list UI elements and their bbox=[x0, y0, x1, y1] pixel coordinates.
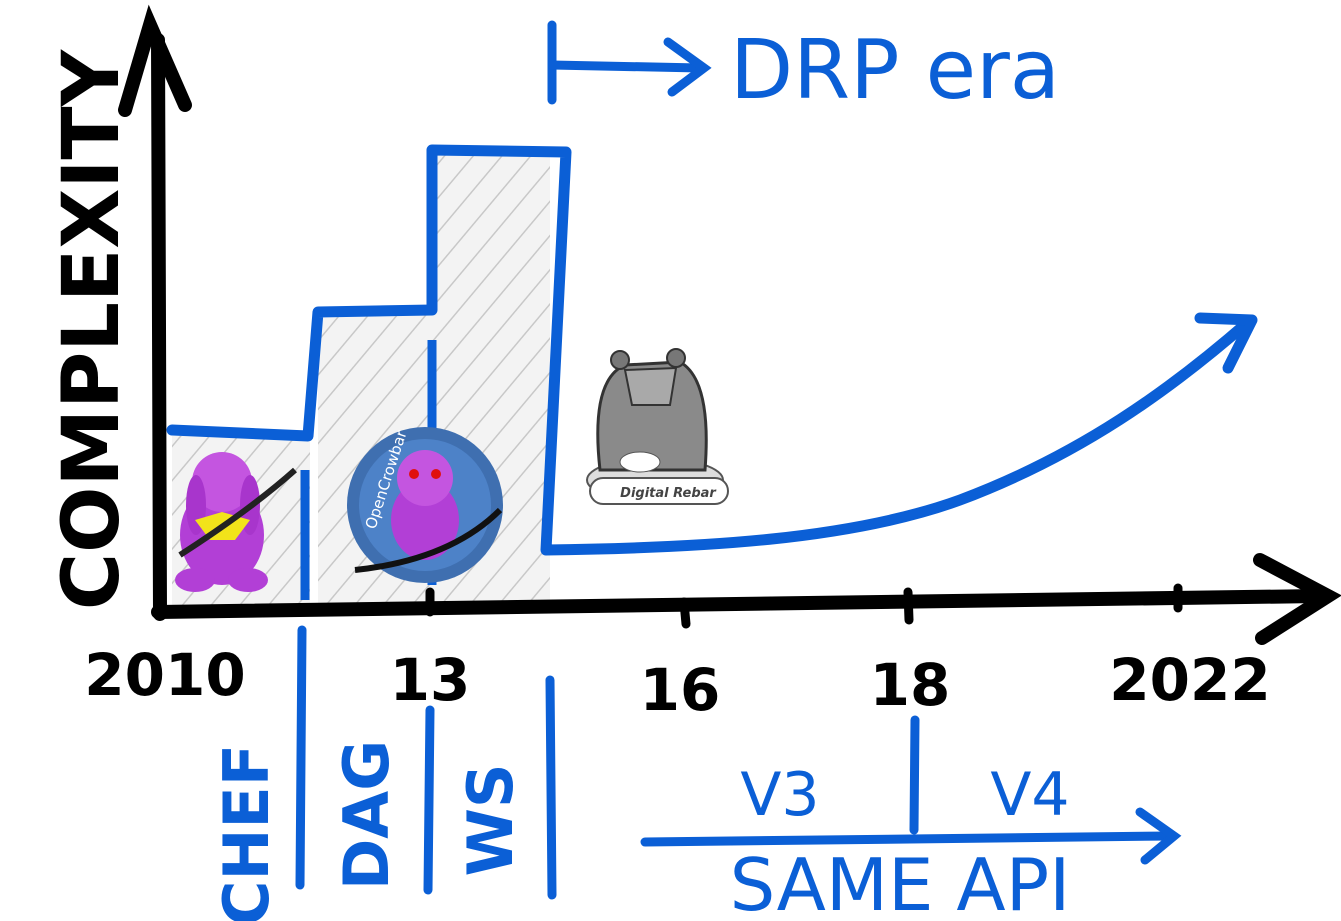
opencrowbar-logo: OpenCrowbar bbox=[347, 427, 503, 583]
complexity-line bbox=[166, 144, 1254, 556]
x-tick-label: 16 bbox=[640, 656, 721, 724]
era-label: DAG bbox=[330, 740, 403, 890]
era-title: DRP era bbox=[730, 23, 1060, 118]
x-tick-label: 13 bbox=[390, 646, 471, 714]
x-tick-label: 2010 bbox=[84, 641, 245, 709]
era-label: WS bbox=[454, 763, 527, 876]
logo-text: Digital Rebar bbox=[620, 486, 717, 501]
era-arrow bbox=[547, 20, 712, 105]
axes bbox=[118, 4, 1341, 645]
api-label: SAME API bbox=[730, 843, 1071, 921]
x-tick-label: 18 bbox=[870, 651, 951, 719]
era-dividers bbox=[295, 625, 920, 900]
digital-rebar-logo: Digital Rebar bbox=[586, 348, 729, 505]
version-arrow bbox=[640, 807, 1182, 865]
x-tick-label: 2022 bbox=[1109, 646, 1270, 714]
bunny-icon bbox=[175, 452, 297, 592]
era-label: CHEF bbox=[210, 744, 283, 921]
version-label: V3 bbox=[740, 760, 819, 830]
version-label: V4 bbox=[990, 760, 1069, 830]
curve-arrowhead bbox=[1194, 312, 1258, 374]
y-axis-label: COMPLEXITY bbox=[47, 48, 137, 610]
